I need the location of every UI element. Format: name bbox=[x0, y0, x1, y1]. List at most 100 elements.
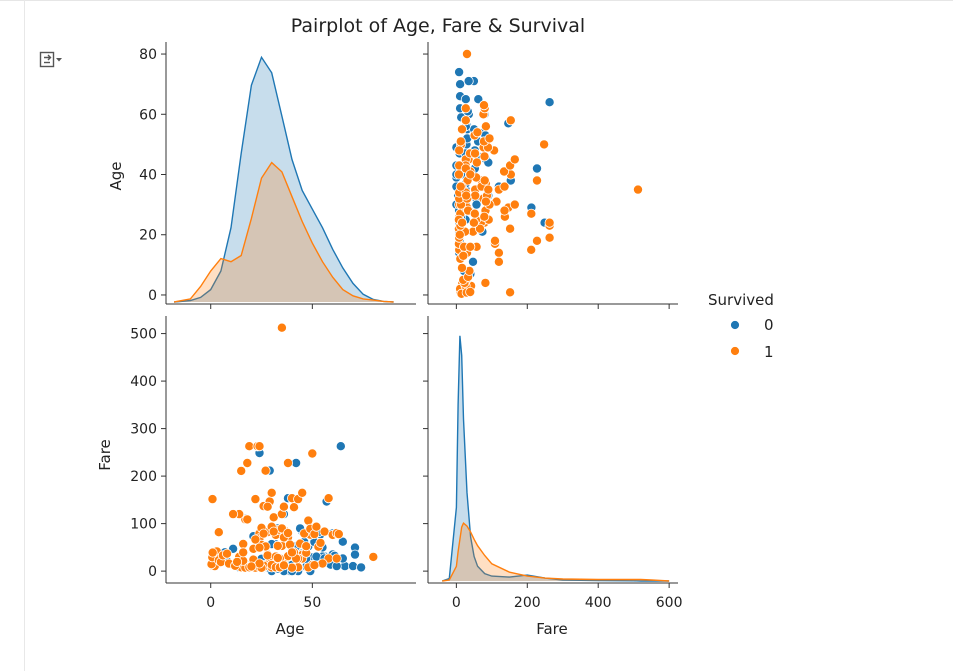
point-survived-1 bbox=[633, 184, 644, 195]
point-survived-1 bbox=[260, 465, 271, 476]
x-tick-label: 600 bbox=[656, 595, 683, 611]
point-survived-1 bbox=[493, 256, 504, 267]
point-survived-1 bbox=[478, 100, 489, 111]
legend-marker-1 bbox=[730, 346, 740, 356]
age-kde-1-line bbox=[173, 161, 394, 303]
cell-gutter bbox=[0, 0, 25, 671]
legend-title: Survived bbox=[708, 291, 774, 309]
point-survived-1 bbox=[499, 205, 510, 216]
point-survived-1 bbox=[232, 556, 243, 567]
point-survived-1 bbox=[479, 211, 490, 222]
point-survived-1 bbox=[213, 527, 224, 538]
legend: Survived 0 1 bbox=[708, 291, 774, 361]
point-survived-1 bbox=[460, 115, 471, 126]
point-survived-1 bbox=[469, 148, 480, 159]
point-survived-1 bbox=[509, 154, 520, 165]
point-survived-1 bbox=[238, 547, 249, 558]
point-survived-1 bbox=[455, 136, 466, 147]
point-survived-1 bbox=[311, 521, 322, 532]
x-axis-label-fare: Fare bbox=[536, 620, 568, 638]
point-survived-1 bbox=[479, 175, 490, 186]
point-survived-1 bbox=[471, 157, 482, 168]
y-tick-label: 20 bbox=[139, 228, 157, 244]
fare-kde-1-line bbox=[442, 521, 670, 582]
point-survived-1 bbox=[307, 448, 318, 459]
point-survived-1 bbox=[499, 181, 510, 192]
y-tick-label: 60 bbox=[139, 107, 157, 123]
point-survived-0 bbox=[473, 94, 484, 105]
legend-label-1: 1 bbox=[764, 343, 774, 361]
point-survived-1 bbox=[228, 509, 239, 520]
point-survived-1 bbox=[254, 542, 265, 553]
point-survived-1 bbox=[454, 229, 465, 240]
point-survived-1 bbox=[272, 540, 283, 551]
point-survived-1 bbox=[456, 262, 467, 273]
point-survived-0 bbox=[455, 79, 466, 90]
point-survived-1 bbox=[468, 217, 479, 228]
point-survived-1 bbox=[480, 121, 491, 132]
point-survived-1 bbox=[456, 124, 467, 135]
point-survived-1 bbox=[489, 235, 500, 246]
chart-title: Pairplot of Age, Fare & Survival bbox=[291, 15, 585, 37]
point-survived-1 bbox=[368, 551, 379, 562]
point-survived-1 bbox=[499, 166, 510, 177]
y-axis-label-age: Age bbox=[107, 161, 125, 190]
y-axis-label-fare: Fare bbox=[96, 439, 114, 471]
age-kde-0-line bbox=[174, 55, 394, 303]
point-survived-1 bbox=[505, 115, 516, 126]
point-survived-1 bbox=[315, 537, 326, 548]
point-survived-1 bbox=[258, 528, 269, 539]
panel-age-vs-fare bbox=[423, 42, 678, 309]
point-survived-1 bbox=[276, 322, 287, 333]
x-tick-label: 0 bbox=[206, 595, 215, 611]
point-survived-1 bbox=[465, 241, 476, 252]
point-survived-0 bbox=[460, 94, 471, 105]
y-tick-label: 400 bbox=[130, 374, 157, 390]
point-survived-1 bbox=[246, 561, 257, 572]
point-survived-1 bbox=[465, 286, 476, 297]
point-survived-1 bbox=[333, 529, 344, 540]
x-tick-label: 0 bbox=[452, 595, 461, 611]
point-survived-0 bbox=[337, 536, 348, 547]
age-kde-0-fill bbox=[174, 57, 394, 302]
point-survived-1 bbox=[458, 250, 469, 261]
fare-kde-0-fill bbox=[442, 335, 670, 581]
x-axis-label-age: Age bbox=[275, 620, 304, 638]
y-tick-label: 500 bbox=[130, 327, 157, 343]
point-survived-1 bbox=[238, 539, 249, 550]
age-kde-1-fill bbox=[174, 162, 394, 302]
point-survived-1 bbox=[539, 139, 550, 150]
point-survived-1 bbox=[242, 457, 253, 468]
point-survived-1 bbox=[288, 502, 299, 513]
y-tick-label: 0 bbox=[148, 564, 157, 580]
fare-kde-1-fill bbox=[442, 523, 670, 581]
legend-label-0: 0 bbox=[764, 316, 774, 334]
point-survived-1 bbox=[480, 196, 491, 207]
point-survived-1 bbox=[509, 199, 520, 210]
point-survived-1 bbox=[282, 528, 293, 539]
legend-marker-0 bbox=[730, 320, 740, 330]
point-survived-1 bbox=[505, 223, 516, 234]
point-survived-1 bbox=[454, 145, 465, 156]
point-survived-1 bbox=[493, 247, 504, 258]
point-survived-1 bbox=[250, 494, 261, 505]
point-survived-0 bbox=[544, 97, 555, 108]
point-survived-1 bbox=[465, 169, 476, 180]
point-survived-1 bbox=[532, 235, 543, 246]
point-survived-1 bbox=[207, 547, 218, 558]
point-survived-1 bbox=[474, 223, 485, 234]
point-survived-1 bbox=[457, 217, 468, 228]
point-survived-0 bbox=[463, 76, 474, 87]
point-survived-1 bbox=[453, 169, 464, 180]
point-survived-1 bbox=[526, 208, 537, 219]
point-survived-1 bbox=[236, 465, 247, 476]
point-survived-1 bbox=[303, 515, 314, 526]
point-survived-1 bbox=[282, 457, 293, 468]
point-survived-1 bbox=[484, 133, 495, 144]
point-survived-1 bbox=[262, 550, 273, 561]
point-survived-1 bbox=[242, 514, 253, 525]
point-survived-1 bbox=[297, 487, 308, 498]
point-survived-1 bbox=[309, 560, 320, 571]
point-survived-1 bbox=[301, 541, 312, 552]
output-collapse-icon[interactable] bbox=[38, 49, 64, 71]
